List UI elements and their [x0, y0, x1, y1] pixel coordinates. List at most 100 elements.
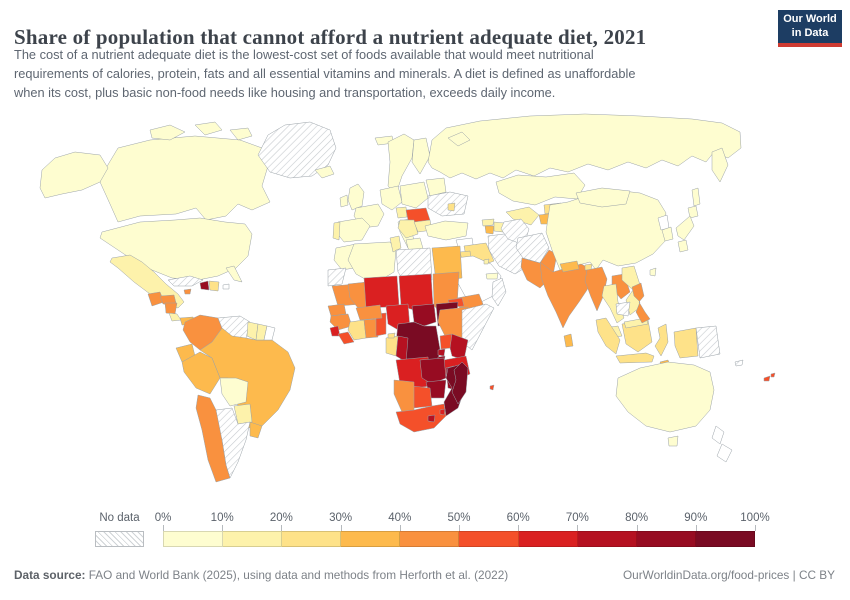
country-colombia[interactable] — [182, 314, 223, 351]
country-russia-novaya-zemlya[interactable] — [447, 131, 471, 147]
country-uae-qatar[interactable] — [485, 272, 499, 280]
country-madagascar[interactable] — [451, 361, 469, 405]
country-indonesia-sulawesi[interactable] — [654, 323, 669, 357]
country-taiwan[interactable] — [649, 267, 657, 277]
country-oman[interactable] — [491, 277, 507, 307]
country-belarus[interactable] — [425, 177, 447, 197]
country-rwanda[interactable] — [437, 348, 446, 357]
country-turkey[interactable] — [424, 220, 469, 241]
country-paraguay[interactable] — [233, 403, 253, 425]
country-new-zealand-south[interactable] — [716, 443, 733, 463]
country-japan-hokkaido[interactable] — [687, 205, 699, 219]
legend-no-data-swatch[interactable] — [95, 531, 144, 547]
country-georgia[interactable] — [481, 218, 495, 227]
country-dominican-republic[interactable] — [208, 280, 220, 292]
country-uruguay[interactable] — [249, 421, 263, 439]
country-russia-sakhalin[interactable] — [691, 187, 701, 207]
country-chile[interactable] — [195, 394, 231, 483]
country-usa[interactable] — [99, 217, 253, 281]
country-lesotho[interactable] — [427, 414, 436, 423]
country-iceland[interactable] — [314, 165, 335, 179]
country-myanmar[interactable] — [584, 266, 608, 312]
country-namibia[interactable] — [393, 379, 415, 413]
country-jamaica[interactable] — [183, 288, 192, 295]
country-papua-new-guinea[interactable] — [695, 325, 721, 359]
country-philippines[interactable] — [631, 282, 651, 324]
country-cote-divoire[interactable] — [347, 319, 367, 341]
country-south-africa[interactable] — [395, 403, 447, 433]
legend-bin-7[interactable] — [577, 531, 637, 547]
country-togo-benin[interactable] — [375, 312, 387, 337]
country-balkans[interactable] — [397, 219, 419, 239]
country-mauritius[interactable] — [489, 384, 495, 391]
country-moldova[interactable] — [447, 202, 456, 212]
country-norway-sweden[interactable] — [387, 133, 415, 195]
country-new-zealand-north[interactable] — [711, 425, 725, 445]
country-mexico[interactable] — [109, 254, 185, 309]
country-indonesia-java[interactable] — [615, 352, 655, 364]
country-venezuela[interactable] — [217, 315, 251, 339]
country-mongolia[interactable] — [575, 187, 631, 208]
country-fiji-2[interactable] — [770, 372, 776, 378]
country-new-caledonia[interactable] — [734, 359, 744, 367]
legend-bin-0[interactable] — [163, 531, 224, 547]
legend-bin-8[interactable] — [636, 531, 696, 547]
country-nicaragua[interactable] — [164, 302, 178, 315]
country-western-sahara[interactable] — [327, 267, 347, 287]
legend-bin-1[interactable] — [223, 531, 283, 547]
legend-bin-3[interactable] — [341, 531, 401, 547]
country-tasmania[interactable] — [667, 435, 679, 447]
country-botswana[interactable] — [411, 385, 433, 409]
country-cambodia[interactable] — [615, 301, 631, 317]
legend-bin-4[interactable] — [400, 531, 460, 547]
country-indonesia-sumatra[interactable] — [595, 317, 621, 355]
country-canada-arctic[interactable] — [149, 124, 186, 141]
country-portugal[interactable] — [332, 221, 341, 241]
country-india[interactable] — [539, 261, 594, 329]
country-burkina-faso[interactable] — [355, 304, 383, 321]
country-nepal[interactable] — [559, 260, 580, 273]
country-alaska[interactable] — [39, 151, 109, 199]
owid-url-license[interactable]: OurWorldinData.org/food-prices | CC BY — [623, 568, 835, 582]
country-tunisia[interactable] — [389, 235, 402, 253]
country-canada-arctic[interactable] — [229, 127, 253, 141]
country-honduras[interactable] — [159, 294, 177, 305]
country-spain[interactable] — [335, 217, 371, 243]
country-senegal[interactable] — [327, 303, 347, 317]
country-bolivia[interactable] — [219, 377, 249, 407]
country-poland-baltics[interactable] — [399, 181, 429, 209]
country-kuwait[interactable] — [483, 258, 490, 265]
country-somalia[interactable] — [461, 303, 495, 351]
country-finland[interactable] — [411, 137, 431, 175]
country-central-europe[interactable] — [379, 185, 403, 211]
country-canada-arctic[interactable] — [194, 121, 223, 136]
legend-bin-6[interactable] — [518, 531, 578, 547]
country-hungary[interactable] — [395, 206, 408, 219]
country-cuba[interactable] — [167, 275, 204, 287]
country-puerto-rico[interactable] — [222, 283, 230, 290]
country-costa-rica[interactable] — [168, 312, 182, 322]
country-peru[interactable] — [181, 351, 221, 395]
country-guinea[interactable] — [329, 313, 353, 331]
country-uzbekistan[interactable] — [505, 206, 540, 226]
country-liberia[interactable] — [337, 331, 355, 345]
country-south-korea[interactable] — [661, 226, 674, 242]
country-niger[interactable] — [363, 275, 400, 309]
country-canada[interactable] — [99, 135, 271, 223]
country-ireland[interactable] — [339, 194, 349, 208]
country-australia[interactable] — [615, 361, 715, 433]
country-russia-kamchatka[interactable] — [711, 147, 729, 183]
country-united-kingdom[interactable] — [347, 183, 365, 211]
country-russia[interactable] — [427, 113, 742, 180]
country-greenland[interactable] — [257, 121, 337, 179]
country-kazakhstan[interactable] — [495, 172, 586, 206]
country-armenia[interactable] — [484, 225, 495, 235]
legend-bin-5[interactable] — [459, 531, 519, 547]
country-sri-lanka[interactable] — [563, 333, 574, 348]
legend-bin-9[interactable] — [695, 531, 755, 547]
country-indonesia-papua[interactable] — [673, 327, 699, 359]
owid-logo[interactable]: Our World in Data — [778, 10, 842, 47]
country-fiji[interactable] — [763, 375, 771, 382]
country-ghana[interactable] — [363, 318, 379, 339]
legend-bin-2[interactable] — [282, 531, 342, 547]
